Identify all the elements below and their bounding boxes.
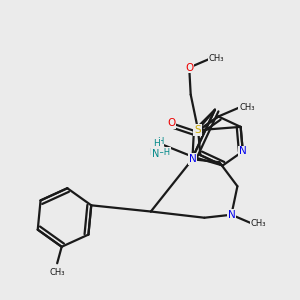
Text: S: S: [194, 125, 201, 135]
Text: CH₃: CH₃: [50, 268, 65, 277]
Text: CH₃: CH₃: [251, 219, 266, 228]
Text: CH₃: CH₃: [208, 54, 224, 63]
Text: CH₃: CH₃: [239, 103, 255, 112]
Text: O: O: [185, 63, 193, 73]
Text: H: H: [154, 139, 160, 148]
Text: N: N: [239, 146, 247, 156]
Text: O: O: [167, 118, 175, 128]
Text: N: N: [152, 149, 159, 159]
Text: H: H: [157, 137, 163, 146]
Text: N: N: [188, 154, 196, 164]
Text: N: N: [227, 210, 235, 220]
Text: N—H: N—H: [149, 148, 170, 157]
